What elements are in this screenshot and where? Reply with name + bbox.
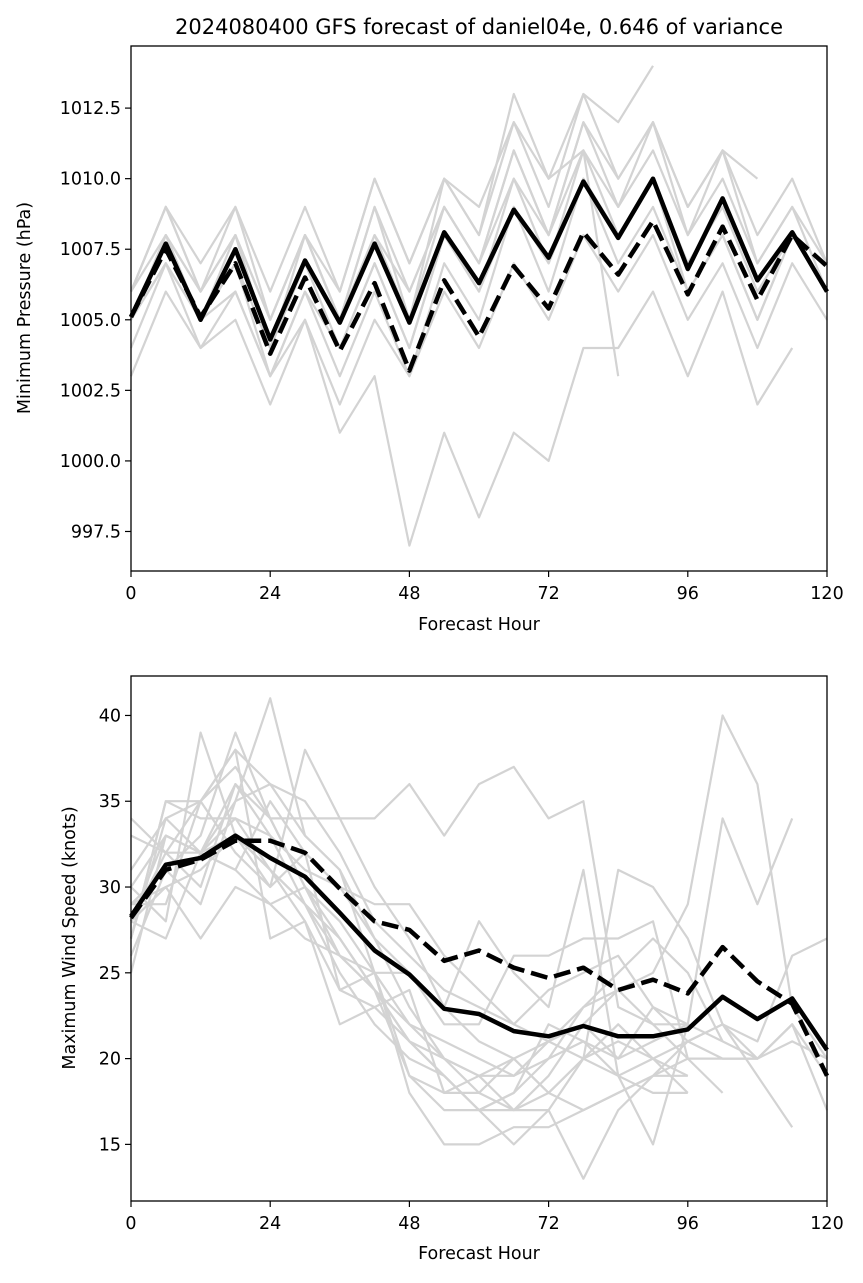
wind-x-tick-label: 24 xyxy=(259,1214,281,1234)
wind-dashed-line xyxy=(129,838,830,1077)
pressure-x-tick-label: 0 xyxy=(125,584,136,604)
pressure-panel: 0 24 48 72 96 120 997.5 1000.0 1002.5 1005.0 1007.… xyxy=(15,15,844,635)
wind-y-tick-label: 40 xyxy=(99,706,121,726)
wind-x-tick-label: 96 xyxy=(677,1214,699,1234)
pressure-y-tick-label: 1010.0 xyxy=(60,170,121,190)
wind-ensemble-line-16 xyxy=(131,800,689,1095)
pressure-y-tick-label: 1002.5 xyxy=(60,381,121,401)
pressure-y-tick-label: 1007.5 xyxy=(60,240,121,260)
wind-ensemble-line-6 xyxy=(129,800,828,1060)
wind-y-tick-label: 30 xyxy=(99,878,121,898)
pressure-y-tick-label: 1005.0 xyxy=(60,311,121,331)
pressure-ticks: 0 24 48 72 96 120 997.5 1000.0 1002.5 1005.0 1007.… xyxy=(60,99,844,604)
wind-y-axis-label: Maximum Wind Speed (knots) xyxy=(60,806,80,1069)
wind-x-tick-label: 120 xyxy=(810,1214,843,1234)
pressure-x-tick-label: 96 xyxy=(677,584,699,604)
wind-x-axis-label: Forecast Hour xyxy=(418,1244,541,1264)
pressure-dashed-line xyxy=(128,218,829,373)
wind-y-tick-label: 25 xyxy=(99,964,121,984)
pressure-x-tick-label: 48 xyxy=(398,584,420,604)
pressure-lines xyxy=(128,65,829,547)
pressure-x-tick-label: 24 xyxy=(259,584,281,604)
pressure-solid-line xyxy=(128,176,829,342)
wind-solid-line xyxy=(129,833,829,1052)
pressure-y-tick-label: 1012.5 xyxy=(60,99,121,119)
wind-ticks: 0 24 48 72 96 120 15 20 25 30 35 40 xyxy=(99,706,844,1234)
pressure-y-axis-label: Minimum Pressure (hPa) xyxy=(15,202,35,414)
pressure-y-tick-label: 997.5 xyxy=(71,522,121,542)
pressure-y-tick-label: 1000.0 xyxy=(60,452,121,472)
wind-panel: 0 24 48 72 96 120 15 20 25 30 35 40 Forecast Hour M… xyxy=(60,675,844,1264)
chart-title: 2024080400 GFS forecast of daniel04e, 0.… xyxy=(175,15,783,39)
pressure-ensemble-line-6 xyxy=(129,290,794,547)
pressure-ensemble-line-5 xyxy=(129,234,828,406)
wind-axes-frame xyxy=(130,675,828,1202)
wind-ensemble-line-4 xyxy=(130,731,828,1112)
pressure-x-tick-label: 120 xyxy=(810,584,843,604)
pressure-x-axis-label: Forecast Hour xyxy=(418,615,541,635)
wind-ensemble-line-11 xyxy=(129,748,724,1180)
pressure-x-tick-label: 72 xyxy=(537,584,559,604)
wind-x-tick-label: 0 xyxy=(125,1214,136,1234)
wind-ensemble-line-14 xyxy=(130,817,688,1077)
wind-y-tick-label: 20 xyxy=(99,1050,121,1070)
wind-x-tick-label: 72 xyxy=(537,1214,559,1234)
pressure-axes-frame xyxy=(130,45,828,572)
wind-y-tick-label: 35 xyxy=(99,792,121,812)
wind-y-tick-label: 15 xyxy=(99,1135,121,1155)
wind-ensemble-line-8 xyxy=(130,782,724,1112)
wind-x-tick-label: 48 xyxy=(398,1214,420,1234)
wind-lines xyxy=(129,697,830,1180)
